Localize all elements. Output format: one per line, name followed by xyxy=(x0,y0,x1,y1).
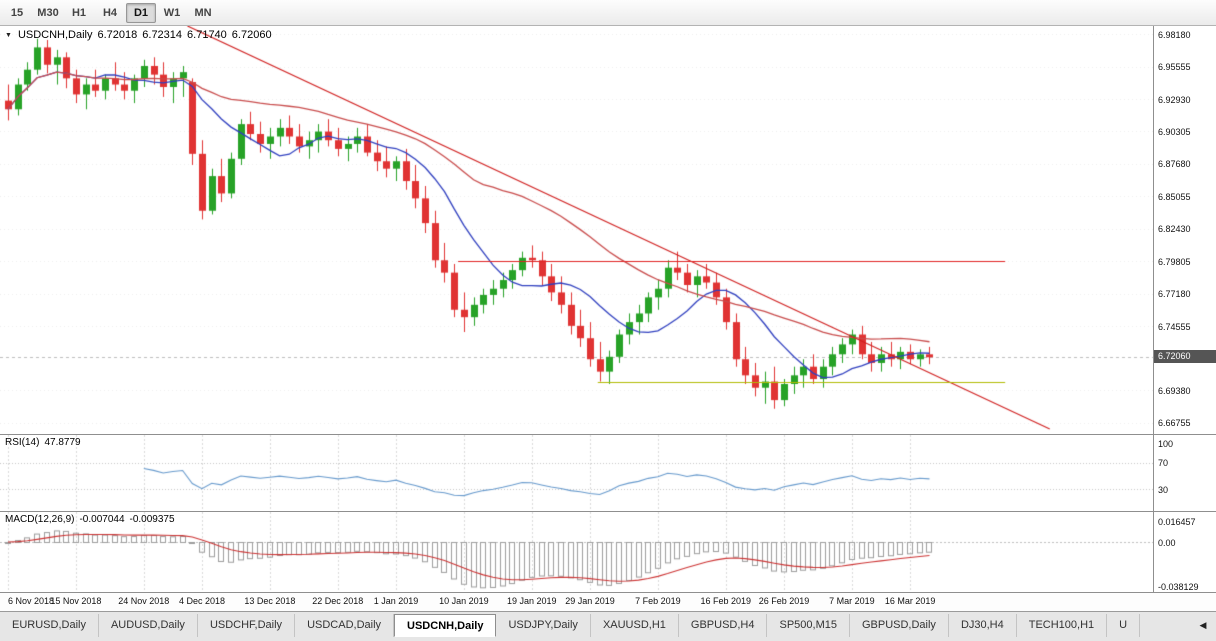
timeframe-button-h4[interactable]: H4 xyxy=(102,6,118,19)
price-axis-label: 6.90305 xyxy=(1158,126,1191,137)
timeframe-button-d1[interactable]: D1 xyxy=(126,2,156,23)
chart-tab-gbpusd[interactable]: GBPUSD,Daily xyxy=(849,614,949,637)
panel-separator[interactable] xyxy=(0,434,1216,435)
price-axis-label: 6.79805 xyxy=(1158,256,1191,267)
price-axis-label: 6.74555 xyxy=(1158,321,1191,332)
rsi-value: 47.8779 xyxy=(44,437,81,448)
date-axis-label: 16 Mar 2019 xyxy=(884,596,936,606)
date-axis-label: 13 Dec 2018 xyxy=(244,596,296,606)
date-axis-label: 26 Feb 2019 xyxy=(758,596,810,606)
date-axis-label: 24 Nov 2018 xyxy=(118,596,170,606)
chart-tab-audusd[interactable]: AUDUSD,Daily xyxy=(98,614,198,637)
chart-tab-usdjpy[interactable]: USDJPY,Daily xyxy=(496,614,591,637)
chart-tab-tech100[interactable]: TECH100,H1 xyxy=(1016,614,1108,637)
current-price-badge: 6.72060 xyxy=(1154,350,1216,364)
macd-axis-label: 0.00 xyxy=(1158,537,1176,548)
left-arrow-icon: ◀ xyxy=(1199,620,1207,630)
timeframe-button-group: 15 M30 H1 H4 D1 W1 MN xyxy=(2,2,218,23)
macd-axis-label: 0.016457 xyxy=(1158,517,1196,528)
tab-scroll-left-button[interactable]: ◀ xyxy=(1190,614,1216,637)
date-axis-label: 15 Nov 2018 xyxy=(50,596,102,606)
chart-symbol-period: USDCNH,Daily xyxy=(17,29,93,41)
date-axis-label: 19 Jan 2019 xyxy=(507,596,557,606)
collapse-chart-icon[interactable]: ▼ xyxy=(5,31,12,39)
chart-open-value: 6.72018 xyxy=(97,29,138,41)
candlestick-chart-canvas[interactable] xyxy=(0,26,1153,434)
chart-tab-usdcnh[interactable]: USDCNH,Daily xyxy=(394,614,497,637)
chart-tab-usdcad[interactable]: USDCAD,Daily xyxy=(295,614,395,637)
price-axis[interactable]: 6.72060 6.98180 6.95555 6.92930 6.90305 6.87… xyxy=(1153,26,1216,434)
chart-tab-xauusd[interactable]: XAUUSD,H1 xyxy=(590,614,679,637)
chart-tab-gbpusd[interactable]: GBPUSD,H4 xyxy=(678,614,768,637)
chart-high-value: 6.72314 xyxy=(142,29,183,41)
price-axis-label: 6.92930 xyxy=(1158,94,1191,105)
price-axis-label: 6.98180 xyxy=(1158,29,1191,40)
date-axis-label: 29 Jan 2019 xyxy=(565,596,615,606)
price-axis-label: 6.66755 xyxy=(1158,418,1191,429)
rsi-header: RSI(14) 47.8779 xyxy=(5,437,81,448)
timeframe-button-m30[interactable]: M30 xyxy=(37,6,59,19)
chart-tab-eurusd[interactable]: EURUSD,Daily xyxy=(0,614,99,637)
timeframe-toolbar: 15 M30 H1 H4 D1 W1 MN xyxy=(0,0,1216,26)
rsi-indicator-panel: RSI(14) 47.8779 100 70 30 xyxy=(0,435,1216,511)
date-axis-label: 1 Jan 2019 xyxy=(373,596,419,606)
macd-header: MACD(12,26,9) -0.007044 -0.009375 xyxy=(5,514,175,525)
price-axis-label: 6.69380 xyxy=(1158,385,1191,396)
macd-main-value: -0.007044 xyxy=(79,514,125,525)
price-axis-label: 6.77180 xyxy=(1158,289,1191,300)
timeframe-button-h1[interactable]: H1 xyxy=(71,6,87,19)
main-chart-panel: ▼ USDCNH,Daily 6.72018 6.72314 6.71740 6… xyxy=(0,26,1216,434)
rsi-level-label: 100 xyxy=(1158,438,1174,449)
rsi-axis[interactable]: 100 70 30 xyxy=(1153,435,1216,511)
chart-ohlc-header: ▼ USDCNH,Daily 6.72018 6.72314 6.71740 6… xyxy=(5,29,272,41)
macd-indicator-panel: MACD(12,26,9) -0.007044 -0.009375 0.0164… xyxy=(0,512,1216,592)
date-axis-label: 6 Nov 2018 xyxy=(8,596,55,606)
date-axis[interactable]: 6 Nov 2018 15 Nov 2018 24 Nov 2018 4 Dec 20… xyxy=(0,593,1216,611)
rsi-chart-canvas[interactable] xyxy=(0,435,1153,511)
timeframe-button-w1[interactable]: W1 xyxy=(163,6,181,19)
macd-axis-label: -0.038129 xyxy=(1158,582,1199,592)
chart-tab-u[interactable]: U xyxy=(1107,614,1141,637)
panel-separator xyxy=(0,592,1216,593)
chart-tabs: EURUSD,Daily AUDUSD,Daily USDCHF,Daily USDC… xyxy=(0,614,1141,637)
macd-label: MACD(12,26,9) xyxy=(5,514,75,525)
price-axis-label: 6.82430 xyxy=(1158,224,1191,235)
macd-signal-value: -0.009375 xyxy=(129,514,175,525)
macd-chart-canvas[interactable] xyxy=(0,512,1153,592)
price-axis-label: 6.87680 xyxy=(1158,159,1191,170)
date-axis-label: 7 Mar 2019 xyxy=(829,596,875,606)
panel-separator[interactable] xyxy=(0,511,1216,512)
date-axis-label: 22 Dec 2018 xyxy=(312,596,364,606)
chart-low-value: 6.71740 xyxy=(187,29,227,41)
chart-close-value: 6.72060 xyxy=(231,29,272,41)
price-axis-label: 6.95555 xyxy=(1158,62,1191,73)
timeframe-button-mn[interactable]: MN xyxy=(194,6,212,19)
date-axis-label: 10 Jan 2019 xyxy=(439,596,489,606)
chart-tab-usdchf[interactable]: USDCHF,Daily xyxy=(197,614,296,637)
macd-axis[interactable]: 0.016457 0.00 -0.038129 xyxy=(1153,512,1216,592)
chart-tab-dj30[interactable]: DJ30,H4 xyxy=(948,614,1017,637)
chart-tabs-bar: EURUSD,Daily AUDUSD,Daily USDCHF,Daily USDC… xyxy=(0,611,1216,641)
price-axis-label: 6.85055 xyxy=(1158,191,1191,202)
chart-tab-sp500[interactable]: SP500,M15 xyxy=(767,614,850,637)
timeframe-button-15[interactable]: 15 xyxy=(10,6,24,19)
date-axis-label: 4 Dec 2018 xyxy=(178,596,226,606)
date-axis-label: 7 Feb 2019 xyxy=(635,596,681,606)
rsi-level-label: 30 xyxy=(1158,484,1169,495)
rsi-label: RSI(14) xyxy=(5,437,40,448)
rsi-level-label: 70 xyxy=(1158,458,1169,469)
date-axis-label: 16 Feb 2019 xyxy=(700,596,752,606)
